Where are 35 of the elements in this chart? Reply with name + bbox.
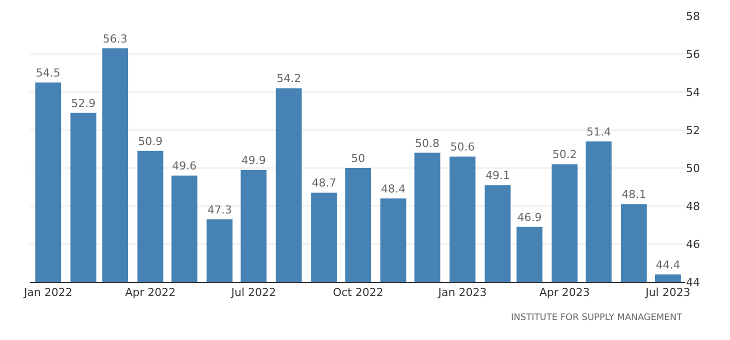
x-tick-label: Jan 2023 bbox=[437, 286, 487, 300]
data-label: 46.9 bbox=[517, 210, 542, 224]
data-label: 48.7 bbox=[312, 176, 336, 190]
y-tick-label: 48 bbox=[686, 200, 700, 213]
data-label: 54.5 bbox=[36, 66, 60, 80]
text: INSTITUTE FOR SUPPLY MANAGEMENT bbox=[511, 313, 683, 323]
y-tick-label: 58 bbox=[686, 10, 700, 23]
data-label: 56.3 bbox=[102, 32, 128, 46]
y-tick-label: 52 bbox=[686, 124, 700, 137]
data-label: 44.4 bbox=[656, 258, 680, 272]
y-tick-label: 46 bbox=[686, 238, 700, 251]
y-tick-label: 56 bbox=[686, 48, 700, 61]
y-tick-label: 44 bbox=[686, 276, 700, 289]
data-label: 48.4 bbox=[381, 182, 406, 196]
x-tick-label: Oct 2022 bbox=[332, 286, 384, 300]
data-label: 50 bbox=[351, 152, 366, 165]
data-label: 50.6 bbox=[450, 140, 475, 154]
data-label: 49.6 bbox=[172, 160, 197, 173]
data-label: 47.3 bbox=[207, 203, 232, 216]
data-label: 52.9 bbox=[71, 96, 96, 110]
data-label: 50.2 bbox=[552, 148, 577, 162]
x-tick-label: Jul 2022 bbox=[230, 286, 276, 300]
x-tick-label: Jul 2023 bbox=[644, 286, 690, 300]
x-tick-label: Apr 2022 bbox=[125, 286, 176, 300]
data-label: 49.1 bbox=[485, 169, 510, 182]
y-tick-label: 50 bbox=[686, 162, 700, 175]
data-label: 54.2 bbox=[276, 72, 302, 86]
x-tick-label: Apr 2023 bbox=[539, 286, 590, 300]
data-label: 50.8 bbox=[415, 136, 440, 150]
x-tick-label: Jan 2022 bbox=[22, 286, 72, 300]
data-label: 51.4 bbox=[586, 125, 611, 138]
data-label: 50.9 bbox=[138, 134, 163, 148]
data-label: 48.1 bbox=[622, 188, 646, 202]
y-tick-label: 54 bbox=[686, 86, 700, 99]
data-label: 49.9 bbox=[241, 154, 266, 167]
